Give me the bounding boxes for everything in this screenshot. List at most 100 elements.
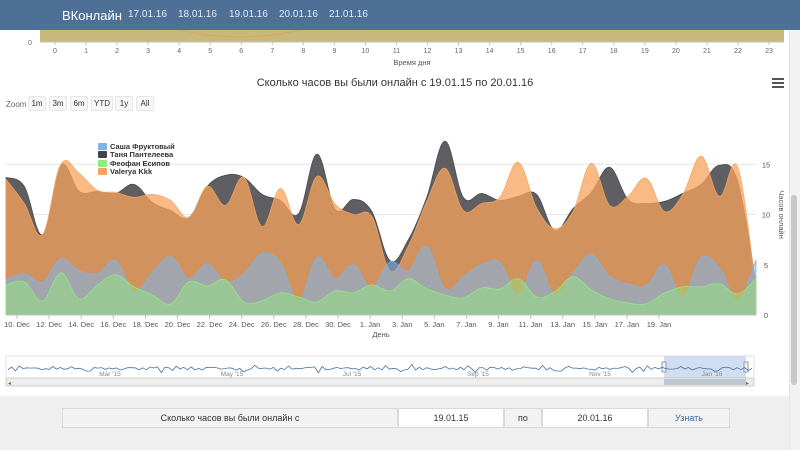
x-tick-label: 18. Dec (132, 320, 158, 329)
chart-title: Сколько часов вы были онлайн с 19.01.15 … (256, 77, 534, 89)
time-of-day-tick-label: 12 (424, 48, 432, 55)
x-tick-label: 7. Jan (456, 320, 476, 329)
brand-logo[interactable]: ВКонлайн (62, 8, 122, 23)
time-of-day-tick-label: 23 (765, 48, 773, 55)
series-area-0 (5, 246, 757, 316)
chart-menu-icon[interactable] (772, 78, 784, 90)
navigator-label: Mar '15 (99, 371, 121, 378)
series-area-2 (5, 272, 757, 316)
navigator-label: Jul '15 (343, 371, 362, 378)
legend-swatch (98, 142, 107, 150)
time-of-day-tick-label: 8 (301, 48, 305, 55)
nav-date-link[interactable]: 21.01.16 (329, 9, 368, 20)
time-of-day-tick-label: 3 (146, 48, 150, 55)
legend-item[interactable]: Таня Пантелеева (98, 150, 175, 160)
time-of-day-tick-label: 10 (362, 48, 370, 55)
time-of-day-tick-label: 21 (703, 48, 711, 55)
x-tick-label: 1. Jan (360, 320, 380, 329)
zoom-button-3m[interactable]: 3m (49, 96, 67, 111)
time-of-day-tick-label: 2 (115, 48, 119, 55)
x-tick-label: 20. Dec (165, 320, 191, 329)
time-of-day-area (40, 30, 784, 42)
x-tick-label: 10. Dec (4, 320, 30, 329)
time-of-day-tick-label: 9 (332, 48, 336, 55)
zoom-button-ytd[interactable]: YTD (91, 96, 113, 111)
time-of-day-y-tick: 0 (28, 40, 32, 47)
x-tick-label: 19. Jan (647, 320, 672, 329)
x-tick-label: 5. Jan (424, 320, 444, 329)
nav-date-link[interactable]: 19.01.16 (229, 9, 268, 20)
x-tick-label: 16. Dec (100, 320, 126, 329)
nav-date-link[interactable]: 20.01.16 (279, 9, 318, 20)
x-tick-label: 9. Jan (488, 320, 508, 329)
zoom-button-all[interactable]: All (136, 96, 154, 111)
form-label: Сколько часов вы были онлайн с (62, 408, 398, 428)
time-of-day-tick-label: 11 (393, 48, 400, 55)
navigator-label: Nov '15 (589, 371, 611, 378)
time-of-day-tick-label: 18 (610, 48, 618, 55)
legend-label: Таня Пантелеева (110, 150, 174, 160)
navigator-label: Sep '15 (467, 371, 489, 378)
legend-swatch (98, 151, 107, 159)
time-of-day-tick-label: 7 (270, 48, 274, 55)
form-separator: по (504, 408, 542, 428)
time-of-day-tick-label: 4 (177, 48, 181, 55)
navigator-handle-right[interactable] (743, 361, 749, 373)
time-of-day-tick-label: 19 (641, 48, 649, 55)
nav-date-link[interactable]: 18.01.16 (178, 9, 217, 20)
time-of-day-chart: 0 0 1 2 3 4 5 6 7 8 9 10 11 12 13 14 15 16 17 18 19 20 21 22 23… (28, 30, 784, 67)
x-tick-label: 22. Dec (197, 320, 223, 329)
x-tick-label: 13. Jan (550, 320, 575, 329)
navigator-scrollbar-thumb[interactable] (664, 379, 746, 385)
legend-item[interactable]: Саша Фруктовый (98, 142, 175, 151)
date-from-input[interactable]: 19.01.15 (398, 408, 504, 428)
time-of-day-tick-label: 5 (208, 48, 212, 55)
scroll-left-arrow-icon[interactable]: ◂ (8, 381, 11, 387)
page-scrollbar-thumb[interactable] (791, 195, 797, 385)
navigator-label: May '15 (221, 371, 244, 378)
zoom-button-1y[interactable]: 1y (115, 96, 133, 111)
legend-label: Феофан Есипов (110, 158, 171, 168)
time-of-day-tick-label: 20 (672, 48, 680, 55)
time-of-day-line (179, 30, 301, 38)
time-of-day-tick-label: 14 (486, 48, 494, 55)
zoom-label: Zoom (6, 100, 27, 109)
y-tick-label: 10 (762, 211, 770, 220)
date-to-input[interactable]: 20.01.16 (542, 408, 648, 428)
time-of-day-tick-label: 16 (548, 48, 556, 55)
legend-swatch (98, 168, 107, 176)
navbar: ВКонлайн 17.01.16 18.01.16 19.01.16 20.0… (0, 0, 800, 30)
x-tick-label: 14. Dec (68, 320, 94, 329)
legend-label: Саша Фруктовый (110, 141, 175, 151)
navigator-series-line (7, 363, 753, 374)
navigator-scrollbar[interactable] (5, 377, 755, 387)
navigator-handle-left[interactable] (661, 361, 667, 373)
nav-date-link[interactable]: 17.01.16 (128, 9, 167, 20)
x-axis-label: День (372, 330, 389, 339)
submit-button[interactable]: Узнать (648, 408, 730, 428)
y-tick-label: 0 (764, 311, 768, 320)
legend-item[interactable]: Valerya Kkk (98, 167, 175, 177)
series-area-3 (5, 155, 757, 316)
navigator-selection[interactable] (664, 356, 746, 378)
y-tick-label: 5 (764, 261, 768, 270)
x-tick-label: 12. Dec (36, 320, 62, 329)
zoom-button-1m[interactable]: 1m (28, 96, 46, 111)
scroll-right-arrow-icon[interactable]: ▸ (746, 381, 749, 387)
x-tick-label: 15. Jan (582, 320, 607, 329)
x-tick-label: 26. Dec (261, 320, 287, 329)
x-tick-label: 30. Dec (325, 320, 351, 329)
legend-label: Valerya Kkk (110, 167, 153, 177)
navigator[interactable]: Mar '15 May '15 Jul '15 Sep '15 Nov '15 Jan '… (0, 352, 789, 390)
y-tick-label: 15 (762, 160, 770, 169)
online-hours-chart: 0 5 10 15 10. Dec 12. Dec 14. Dec 16. Dec 18. De… (4, 140, 786, 339)
time-of-day-tick-label: 0 (53, 48, 57, 55)
legend-item[interactable]: Феофан Есипов (98, 159, 175, 168)
legend-swatch (98, 159, 107, 167)
time-of-day-tick-label: 15 (517, 48, 525, 55)
x-tick-label: 11. Jan (519, 320, 543, 329)
x-tick-label: 17. Jan (615, 320, 640, 329)
zoom-button-6m[interactable]: 6m (70, 96, 88, 111)
x-tick-label: 24. Dec (229, 320, 255, 329)
time-of-day-xlabel: Время дня (393, 58, 430, 67)
